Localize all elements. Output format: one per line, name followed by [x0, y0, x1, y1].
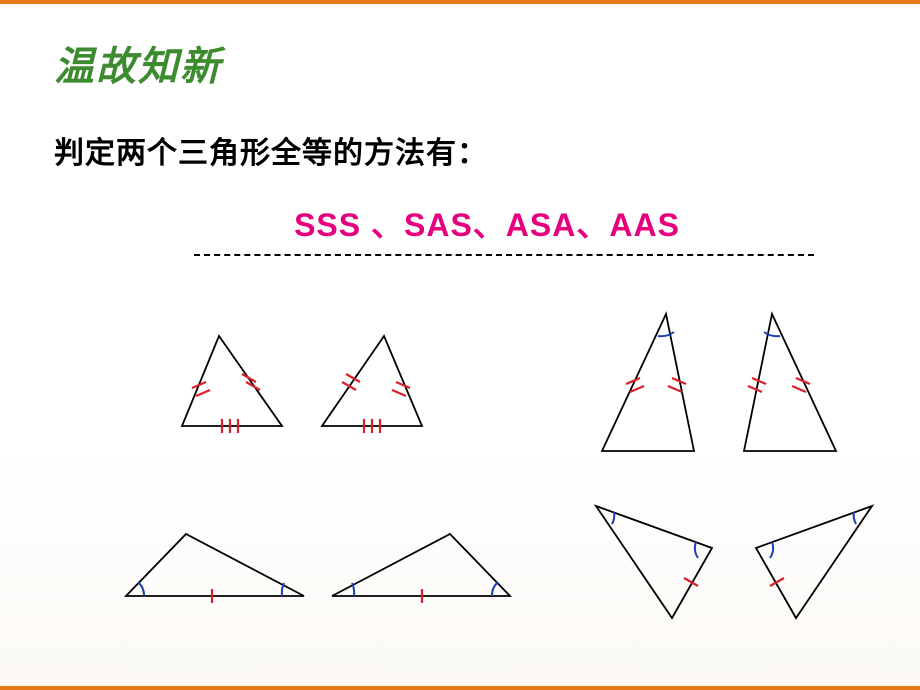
diagram-sas — [584, 296, 864, 466]
sas-svg — [584, 296, 864, 466]
slide-content: 温故知新 判定两个三角形全等的方法有： SSS 、SAS、ASA、AAS — [0, 4, 920, 676]
section-title: 温故知新 — [54, 34, 880, 92]
answer-underline — [194, 254, 814, 256]
diagram-aas — [584, 486, 884, 636]
aas-svg — [584, 486, 884, 636]
answer-row: SSS 、SAS、ASA、AAS — [154, 200, 820, 246]
asa-svg — [114, 516, 524, 616]
sss-svg — [164, 316, 444, 446]
diagram-asa — [114, 516, 524, 616]
bottom-border — [0, 686, 920, 690]
answer-text: SSS 、SAS、ASA、AAS — [294, 207, 680, 243]
diagram-area — [54, 316, 880, 676]
question-text: 判定两个三角形全等的方法有： — [54, 128, 880, 172]
diagram-sss — [164, 316, 444, 446]
